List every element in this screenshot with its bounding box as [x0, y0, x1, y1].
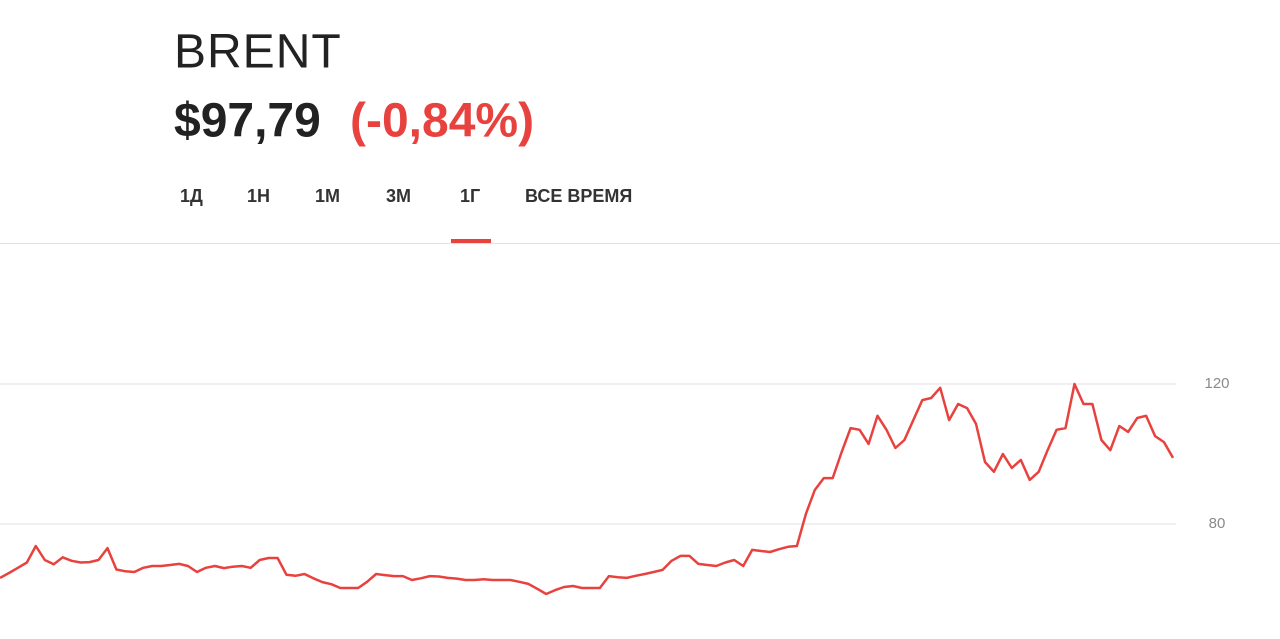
plot: 80 120 — [0, 375, 1230, 596]
active-tab-indicator — [451, 239, 491, 243]
tab[interactable]: 1Г — [460, 186, 480, 206]
tab[interactable]: 1М — [315, 186, 340, 206]
tabs: 1Д 1Н 1М 3М 1Г ВСЕ ВРЕМЯ — [180, 186, 632, 206]
change: (-0,84%) — [350, 95, 534, 148]
y-tick-label: 80 — [1209, 515, 1226, 532]
price-line — [0, 382, 1175, 596]
tab[interactable]: 1Д — [180, 186, 203, 206]
price: $97,79 — [174, 95, 321, 148]
y-tick-label: 120 — [1204, 375, 1229, 392]
tab[interactable]: 1Н — [247, 186, 270, 206]
ticker: BRENT — [174, 26, 342, 79]
tab[interactable]: ВСЕ ВРЕМЯ — [525, 186, 632, 206]
tab[interactable]: 3М — [386, 186, 411, 206]
